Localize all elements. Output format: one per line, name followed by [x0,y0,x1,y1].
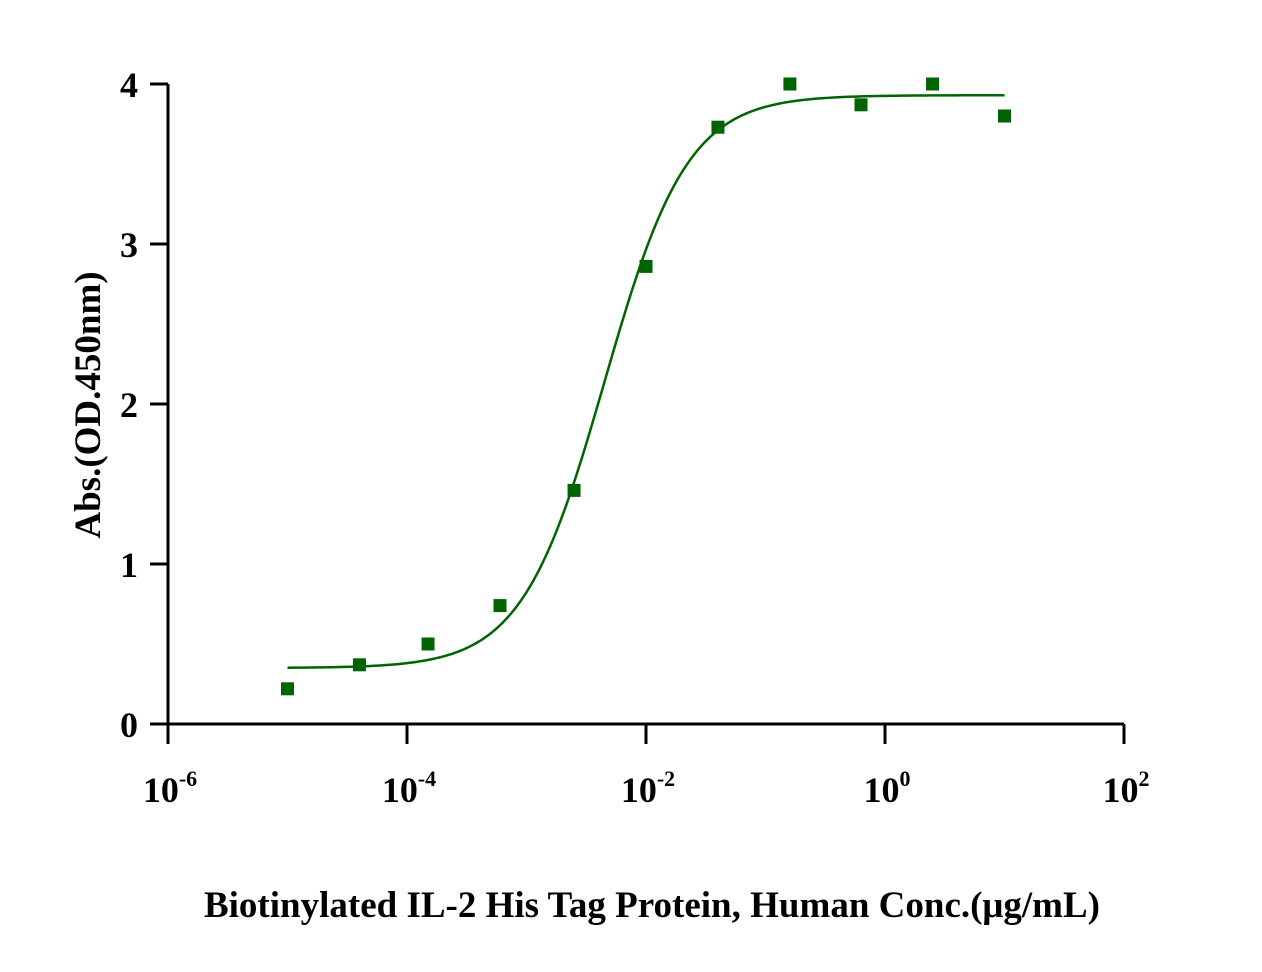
data-point [854,98,868,112]
x-tick-labels: 10-6 10-4 10-2 100 102 [143,766,1150,810]
plot-area: 0 1 2 3 4 [120,65,1126,745]
x-tick-label: 10-6 [143,766,197,810]
data-point [639,259,653,273]
data-point [493,599,507,613]
x-tick-label: 10-2 [621,766,675,810]
x-tick-label: 100 [864,766,911,810]
x-tick-label: 10-4 [382,766,436,810]
data-point [783,77,797,91]
data-point [567,483,581,497]
fit-curve [287,93,1005,669]
y-tick-label: 3 [120,225,138,265]
x-tick-label: 102 [1103,766,1150,810]
data-point [352,658,366,672]
data-point [421,637,435,651]
data-point [281,682,294,696]
y-tick-label: 4 [120,65,138,105]
data-point [926,77,940,91]
y-tick-label: 0 [120,705,138,745]
x-axis-title: Biotinylated IL-2 His Tag Protein, Human… [204,885,1100,926]
data-point [998,109,1011,123]
y-tick-label: 1 [120,545,138,585]
data-point [711,120,725,134]
y-axis-title: Abs.(OD.450nm) [68,271,109,538]
y-tick-label: 2 [120,385,138,425]
